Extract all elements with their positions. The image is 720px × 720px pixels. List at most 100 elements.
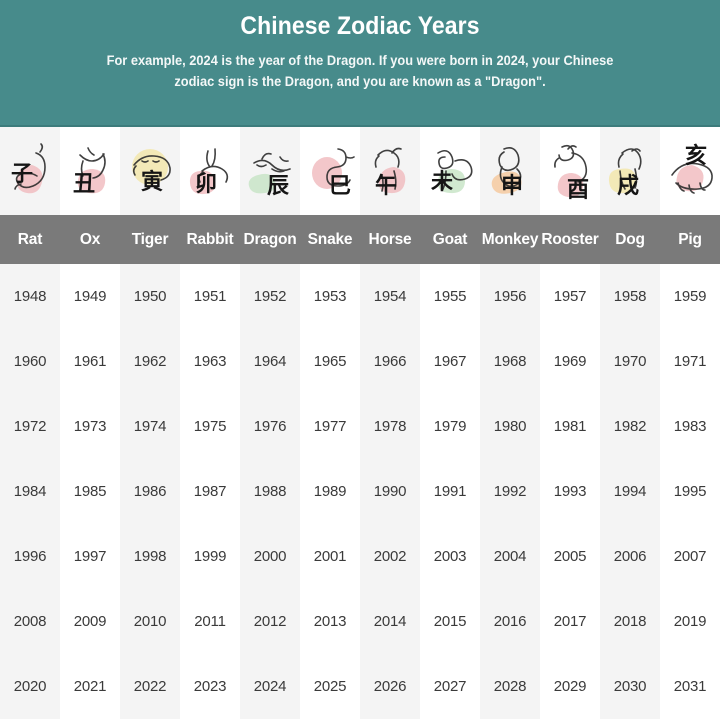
year-cell[interactable]: 1950 xyxy=(120,264,180,329)
zodiac-name-snake[interactable]: Snake xyxy=(300,215,360,264)
year-cell[interactable]: 1968 xyxy=(480,329,540,394)
zodiac-icon-cell-ox[interactable]: 丑 xyxy=(60,127,120,215)
year-cell[interactable]: 1974 xyxy=(120,394,180,459)
year-cell[interactable]: 2004 xyxy=(480,524,540,589)
zodiac-name-ox[interactable]: Ox xyxy=(60,215,120,264)
year-cell[interactable]: 1949 xyxy=(60,264,120,329)
zodiac-name-pig[interactable]: Pig xyxy=(660,215,720,264)
year-cell[interactable]: 2020 xyxy=(0,654,60,719)
year-cell[interactable]: 1969 xyxy=(540,329,600,394)
year-cell[interactable]: 2008 xyxy=(0,589,60,654)
year-cell[interactable]: 1977 xyxy=(300,394,360,459)
year-cell[interactable]: 1948 xyxy=(0,264,60,329)
year-cell[interactable]: 1996 xyxy=(0,524,60,589)
year-cell[interactable]: 1997 xyxy=(60,524,120,589)
year-cell[interactable]: 2002 xyxy=(360,524,420,589)
year-cell[interactable]: 2015 xyxy=(420,589,480,654)
year-cell[interactable]: 1998 xyxy=(120,524,180,589)
zodiac-icon-cell-dog[interactable]: 戌 xyxy=(600,127,660,215)
year-cell[interactable]: 1981 xyxy=(540,394,600,459)
year-cell[interactable]: 1961 xyxy=(60,329,120,394)
year-cell[interactable]: 1951 xyxy=(180,264,240,329)
year-cell[interactable]: 2029 xyxy=(540,654,600,719)
year-cell[interactable]: 1984 xyxy=(0,459,60,524)
zodiac-icon-cell-rat[interactable]: 子 xyxy=(0,127,60,215)
zodiac-name-dog[interactable]: Dog xyxy=(600,215,660,264)
year-cell[interactable]: 2017 xyxy=(540,589,600,654)
year-cell[interactable]: 1973 xyxy=(60,394,120,459)
year-cell[interactable]: 1972 xyxy=(0,394,60,459)
year-cell[interactable]: 2010 xyxy=(120,589,180,654)
year-cell[interactable]: 1955 xyxy=(420,264,480,329)
year-cell[interactable]: 1959 xyxy=(660,264,720,329)
year-cell[interactable]: 2012 xyxy=(240,589,300,654)
zodiac-name-monkey[interactable]: Monkey xyxy=(480,215,540,264)
year-cell[interactable]: 1980 xyxy=(480,394,540,459)
year-cell[interactable]: 1985 xyxy=(60,459,120,524)
year-cell[interactable]: 1986 xyxy=(120,459,180,524)
year-cell[interactable]: 2014 xyxy=(360,589,420,654)
year-cell[interactable]: 1976 xyxy=(240,394,300,459)
year-cell[interactable]: 1962 xyxy=(120,329,180,394)
year-cell[interactable]: 2022 xyxy=(120,654,180,719)
year-cell[interactable]: 1990 xyxy=(360,459,420,524)
year-cell[interactable]: 1993 xyxy=(540,459,600,524)
year-cell[interactable]: 1989 xyxy=(300,459,360,524)
year-cell[interactable]: 2001 xyxy=(300,524,360,589)
zodiac-name-goat[interactable]: Goat xyxy=(420,215,480,264)
zodiac-icon-cell-tiger[interactable]: 寅 xyxy=(120,127,180,215)
year-cell[interactable]: 1992 xyxy=(480,459,540,524)
year-cell[interactable]: 2023 xyxy=(180,654,240,719)
year-cell[interactable]: 1966 xyxy=(360,329,420,394)
year-cell[interactable]: 1970 xyxy=(600,329,660,394)
zodiac-name-tiger[interactable]: Tiger xyxy=(120,215,180,264)
zodiac-icon-cell-monkey[interactable]: 申 xyxy=(480,127,540,215)
year-cell[interactable]: 2030 xyxy=(600,654,660,719)
year-cell[interactable]: 2028 xyxy=(480,654,540,719)
year-cell[interactable]: 1952 xyxy=(240,264,300,329)
year-cell[interactable]: 2006 xyxy=(600,524,660,589)
year-cell[interactable]: 2027 xyxy=(420,654,480,719)
year-cell[interactable]: 1960 xyxy=(0,329,60,394)
year-cell[interactable]: 2013 xyxy=(300,589,360,654)
year-cell[interactable]: 2026 xyxy=(360,654,420,719)
year-cell[interactable]: 2003 xyxy=(420,524,480,589)
year-cell[interactable]: 1971 xyxy=(660,329,720,394)
year-cell[interactable]: 1963 xyxy=(180,329,240,394)
year-cell[interactable]: 2019 xyxy=(660,589,720,654)
year-cell[interactable]: 2016 xyxy=(480,589,540,654)
zodiac-icon-cell-horse[interactable]: 午 xyxy=(360,127,420,215)
year-cell[interactable]: 2007 xyxy=(660,524,720,589)
year-cell[interactable]: 1999 xyxy=(180,524,240,589)
year-cell[interactable]: 2021 xyxy=(60,654,120,719)
year-cell[interactable]: 1957 xyxy=(540,264,600,329)
year-cell[interactable]: 2009 xyxy=(60,589,120,654)
zodiac-name-rooster[interactable]: Rooster xyxy=(540,215,600,264)
year-cell[interactable]: 2018 xyxy=(600,589,660,654)
year-cell[interactable]: 2024 xyxy=(240,654,300,719)
year-cell[interactable]: 1982 xyxy=(600,394,660,459)
year-cell[interactable]: 1956 xyxy=(480,264,540,329)
zodiac-icon-cell-goat[interactable]: 未 xyxy=(420,127,480,215)
year-cell[interactable]: 1958 xyxy=(600,264,660,329)
year-cell[interactable]: 2011 xyxy=(180,589,240,654)
year-cell[interactable]: 1979 xyxy=(420,394,480,459)
zodiac-name-horse[interactable]: Horse xyxy=(360,215,420,264)
year-cell[interactable]: 1975 xyxy=(180,394,240,459)
year-cell[interactable]: 1991 xyxy=(420,459,480,524)
zodiac-name-rabbit[interactable]: Rabbit xyxy=(180,215,240,264)
zodiac-icon-cell-rooster[interactable]: 酉 xyxy=(540,127,600,215)
year-cell[interactable]: 1994 xyxy=(600,459,660,524)
year-cell[interactable]: 2005 xyxy=(540,524,600,589)
zodiac-name-dragon[interactable]: Dragon xyxy=(240,215,300,264)
zodiac-icon-cell-pig[interactable]: 亥 xyxy=(660,127,720,215)
year-cell[interactable]: 1978 xyxy=(360,394,420,459)
year-cell[interactable]: 1954 xyxy=(360,264,420,329)
year-cell[interactable]: 1988 xyxy=(240,459,300,524)
year-cell[interactable]: 1983 xyxy=(660,394,720,459)
zodiac-icon-cell-snake[interactable]: 巳 xyxy=(300,127,360,215)
year-cell[interactable]: 1995 xyxy=(660,459,720,524)
year-cell[interactable]: 1987 xyxy=(180,459,240,524)
zodiac-name-rat[interactable]: Rat xyxy=(0,215,60,264)
year-cell[interactable]: 1964 xyxy=(240,329,300,394)
